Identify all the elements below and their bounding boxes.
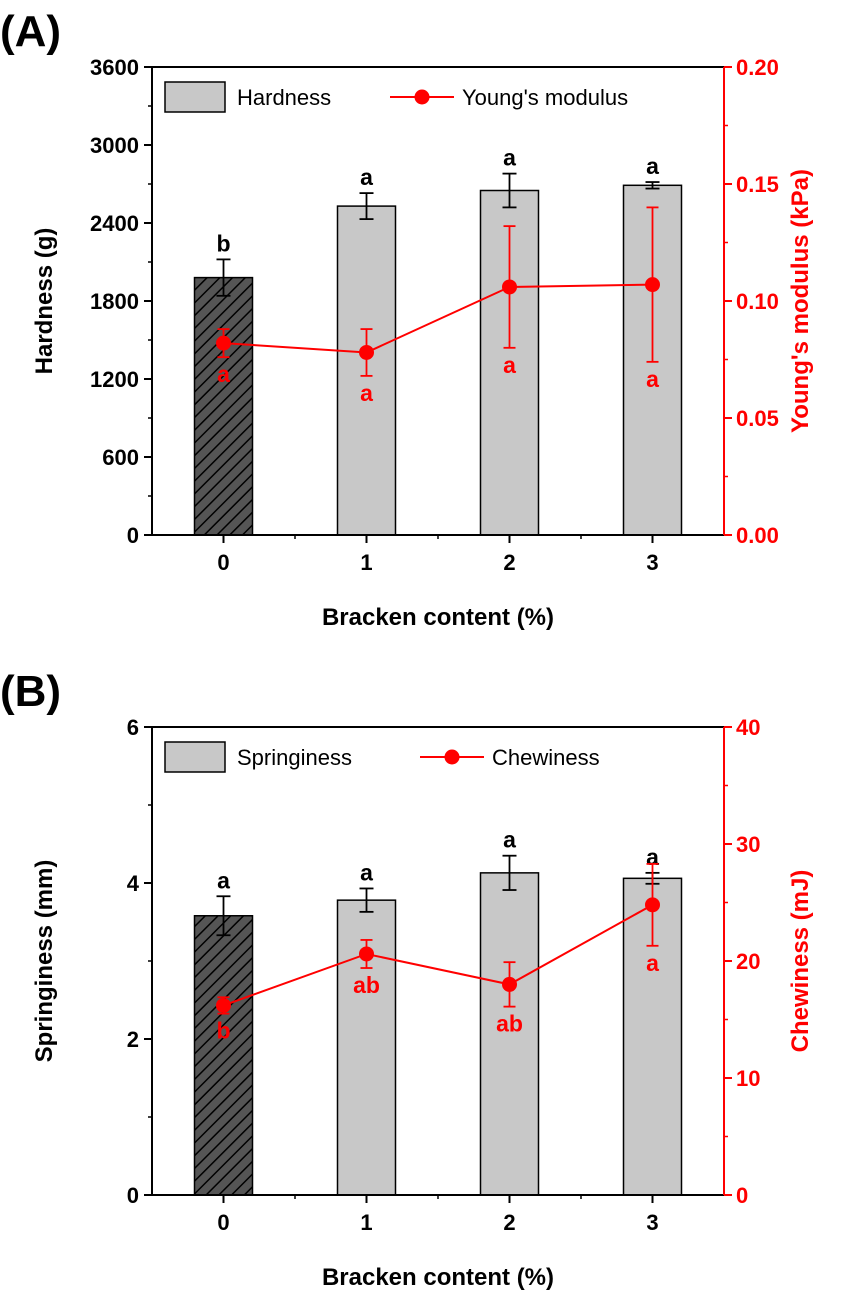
right-tick-label: 20 [736,949,760,974]
left-tick-label: 0 [127,1183,139,1208]
left-tick-label: 2400 [90,211,139,236]
data-point [359,344,374,360]
x-tick-label: 2 [503,1210,515,1235]
line-chewiness [223,903,653,1007]
x-axis-title: Bracken content (%) [322,604,554,631]
x-tick-label: 0 [217,1210,229,1235]
legend-bar-label: Springiness [237,745,352,770]
legend-marker [414,89,430,105]
left-axis-title: Springiness (mm) [31,860,58,1063]
left-tick-label: 0 [127,523,139,548]
bar-significance-letter: a [360,164,373,190]
right-tick-label: 0.00 [736,523,779,548]
bar-significance-letter: a [360,859,373,885]
left-tick-label: 600 [102,445,139,470]
bar-significance-letter: a [503,145,516,171]
charts-root: (A)baa aaaaa0600120018002400300036000.000… [0,7,814,1291]
left-tick-label: 3000 [90,133,139,158]
right-tick-label: 0.20 [736,55,779,80]
legend-bar-swatch [164,741,226,773]
bar-significance-letter: a [503,827,516,853]
bar-0 [193,915,254,1196]
x-tick-label: 0 [217,550,229,575]
right-tick-label: 40 [736,715,760,740]
left-tick-label: 6 [127,715,139,740]
x-tick-label: 1 [360,1210,372,1235]
data-point [216,335,231,351]
left-axis-title: Hardness (g) [31,228,58,375]
point-significance-letter: b [216,1018,230,1044]
right-tick-label: 0.10 [736,289,779,314]
bar-0 [193,276,254,536]
right-axis-title: Young's modulus (kPa) [787,169,814,433]
right-axis-title: Chewiness (mJ) [787,870,814,1053]
bar-significance-letter: b [216,230,230,256]
left-tick-label: 1200 [90,367,139,392]
x-tick-label: 3 [646,550,658,575]
panel-label: (A) [0,7,61,56]
data-point [502,976,517,992]
bar-significance-letter: a [646,153,659,179]
left-tick-label: 1800 [90,289,139,314]
right-tick-label: 0.05 [736,406,779,431]
bar-2 [479,872,540,1196]
x-tick-label: 2 [503,550,515,575]
legend-bar-swatch [164,81,226,113]
legend-line-label: Chewiness [492,745,600,770]
data-point [645,897,660,913]
chart-panel-0: (A) b a a a a a a a 0 600 1200 1800 2400 3000 3600 0.00 0… [0,7,814,631]
right-tick-label: 30 [736,832,760,857]
point-significance-letter: a [646,950,659,976]
data-point [216,997,231,1013]
data-point [502,279,517,295]
x-tick-label: 1 [360,550,372,575]
data-point [645,277,660,293]
point-significance-letter: a [646,366,659,392]
point-significance-letter: a [503,352,516,378]
x-tick-label: 3 [646,1210,658,1235]
x-axis-title: Bracken content (%) [322,1264,554,1291]
right-tick-label: 0 [736,1183,748,1208]
left-tick-label: 3600 [90,55,139,80]
right-tick-label: 0.15 [736,172,779,197]
line-young-s-modulus [223,283,653,354]
legend-line-label: Young's modulus [462,85,628,110]
left-tick-label: 2 [127,1027,139,1052]
point-significance-letter: a [360,380,373,406]
left-tick-label: 4 [127,871,140,896]
panel-label: (B) [0,667,61,716]
legend-marker [444,749,460,765]
point-significance-letter: a [217,361,230,387]
point-significance-letter: ab [353,972,380,998]
bar-significance-letter: a [217,867,230,893]
legend: Springiness Chewiness [164,741,600,773]
legend: Hardness Young's modulus [164,81,628,113]
point-significance-letter: ab [496,1011,523,1037]
right-tick-label: 10 [736,1066,760,1091]
data-point [359,946,374,962]
legend-bar-label: Hardness [237,85,331,110]
